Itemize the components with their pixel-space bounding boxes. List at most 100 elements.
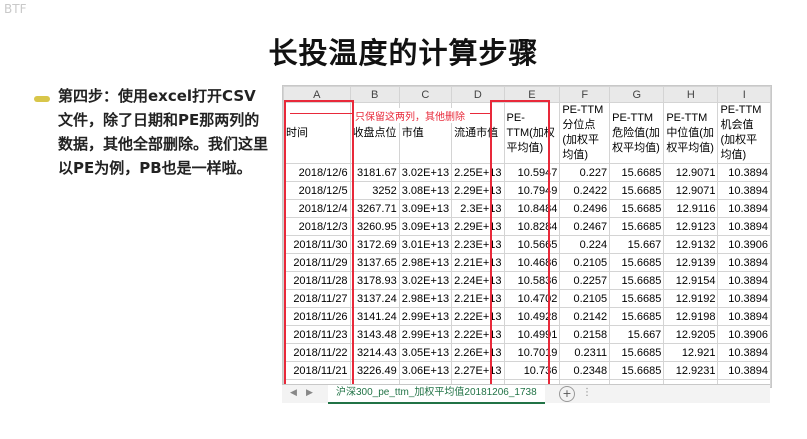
header-cell[interactable]: PE-TTM机会值(加权平均值) [717,102,771,164]
table-cell[interactable]: 0.2496 [559,199,611,218]
table-cell[interactable]: 10.5836 [503,271,561,290]
table-cell[interactable]: 2018/11/30 [283,235,351,254]
table-cell[interactable]: 15.6685 [609,253,665,272]
table-cell[interactable]: 0.2467 [559,217,611,236]
table-cell[interactable]: 12.9071 [663,181,719,200]
sheet-tab[interactable]: 沪深300_pe_ttm_加权平均值20181206_1738 [328,385,545,404]
column-letter-g[interactable]: G [609,86,665,103]
table-cell[interactable]: 15.6685 [609,181,665,200]
header-cell[interactable]: PE-TTM危险值(加权平均值) [609,102,665,164]
table-cell[interactable]: 10.3894 [717,307,771,326]
table-cell[interactable]: 0.224 [559,235,611,254]
header-cell[interactable]: PE-TTM分位点(加权平均值) [559,102,611,164]
table-cell[interactable]: 12.9123 [663,217,719,236]
table-cell[interactable]: 12.9132 [663,235,719,254]
table-cell[interactable]: 3181.67 [349,163,400,182]
table-cell[interactable]: 10.3894 [717,343,771,362]
table-cell[interactable]: 15.667 [609,235,665,254]
table-cell[interactable]: 10.3894 [717,361,771,380]
table-cell[interactable]: 12.9231 [663,361,719,380]
table-cell[interactable]: 10.8484 [503,199,561,218]
table-cell[interactable]: 3.09E+13 [398,199,453,218]
table-cell[interactable]: 2.3E+13 [451,199,505,218]
table-cell[interactable]: 10.4686 [503,253,561,272]
table-cell[interactable]: 2.99E+13 [398,325,453,344]
table-cell[interactable]: 2.99E+13 [398,307,453,326]
table-cell[interactable]: 15.6685 [609,307,665,326]
table-cell[interactable]: 3214.43 [349,343,400,362]
table-cell[interactable]: 12.9154 [663,271,719,290]
table-cell[interactable]: 0.227 [559,163,611,182]
table-cell[interactable]: 10.3894 [717,289,771,308]
table-cell[interactable]: 0.2422 [559,181,611,200]
column-letter-i[interactable]: I [717,86,771,103]
table-cell[interactable]: 2.22E+13 [451,325,505,344]
table-cell[interactable]: 2.29E+13 [451,181,505,200]
table-cell[interactable]: 10.4928 [503,307,561,326]
column-letter-h[interactable]: H [663,86,719,103]
header-cell[interactable]: 时间 [283,102,351,164]
table-cell[interactable]: 2018/12/5 [283,181,351,200]
table-cell[interactable]: 15.6685 [609,289,665,308]
table-cell[interactable]: 2018/12/4 [283,199,351,218]
table-cell[interactable]: 15.6685 [609,343,665,362]
column-letter-c[interactable]: C [398,86,453,103]
header-cell[interactable]: PE-TTM(加权平均值) [503,102,561,164]
table-cell[interactable]: 12.9192 [663,289,719,308]
table-cell[interactable]: 2018/11/28 [283,271,351,290]
table-cell[interactable]: 0.2311 [559,343,611,362]
table-cell[interactable]: 10.3906 [717,325,771,344]
table-cell[interactable]: 2.24E+13 [451,271,505,290]
table-cell[interactable]: 10.3894 [717,163,771,182]
table-cell[interactable]: 3260.95 [349,217,400,236]
table-cell[interactable]: 2.98E+13 [398,253,453,272]
table-cell[interactable]: 2018/12/6 [283,163,351,182]
table-cell[interactable]: 2.21E+13 [451,289,505,308]
header-cell[interactable]: PE-TTM中位值(加权平均值) [663,102,719,164]
table-cell[interactable]: 10.3906 [717,235,771,254]
table-cell[interactable]: 0.2257 [559,271,611,290]
table-cell[interactable]: 2.26E+13 [451,343,505,362]
table-cell[interactable]: 2.98E+13 [398,289,453,308]
table-cell[interactable]: 3226.49 [349,361,400,380]
table-cell[interactable]: 10.3894 [717,181,771,200]
table-cell[interactable]: 2018/12/3 [283,217,351,236]
table-cell[interactable]: 2.21E+13 [451,253,505,272]
table-cell[interactable]: 3137.65 [349,253,400,272]
table-cell[interactable]: 3137.24 [349,289,400,308]
next-sheet-icon[interactable]: ▶ [306,388,313,398]
table-cell[interactable]: 0.2348 [559,361,611,380]
table-cell[interactable]: 2018/11/22 [283,343,351,362]
table-cell[interactable]: 12.921 [663,343,719,362]
table-cell[interactable]: 10.4702 [503,289,561,308]
table-cell[interactable]: 10.8284 [503,217,561,236]
table-cell[interactable]: 0.2158 [559,325,611,344]
table-cell[interactable]: 3.01E+13 [398,235,453,254]
table-cell[interactable]: 12.9139 [663,253,719,272]
table-cell[interactable]: 0.2142 [559,307,611,326]
table-cell[interactable]: 3252 [349,181,400,200]
table-cell[interactable]: 10.4991 [503,325,561,344]
table-cell[interactable]: 2018/11/26 [283,307,351,326]
table-cell[interactable]: 2.25E+13 [451,163,505,182]
table-cell[interactable]: 3267.71 [349,199,400,218]
table-cell[interactable]: 15.6685 [609,199,665,218]
table-cell[interactable]: 10.3894 [717,199,771,218]
table-cell[interactable]: 3.02E+13 [398,271,453,290]
table-cell[interactable]: 3.06E+13 [398,361,453,380]
table-cell[interactable]: 12.9071 [663,163,719,182]
column-letter-a[interactable]: A [283,86,351,103]
table-cell[interactable]: 2018/11/23 [283,325,351,344]
add-sheet-button[interactable]: + [559,386,575,402]
table-cell[interactable]: 3143.48 [349,325,400,344]
table-cell[interactable]: 10.5947 [503,163,561,182]
column-letter-d[interactable]: D [451,86,505,103]
table-cell[interactable]: 15.6685 [609,163,665,182]
table-cell[interactable]: 0.2105 [559,289,611,308]
more-icon[interactable]: ⋮ [582,387,592,398]
table-cell[interactable]: 15.6685 [609,361,665,380]
column-letter-e[interactable]: E [503,86,561,103]
table-cell[interactable]: 2.29E+13 [451,217,505,236]
table-cell[interactable]: 15.667 [609,325,665,344]
